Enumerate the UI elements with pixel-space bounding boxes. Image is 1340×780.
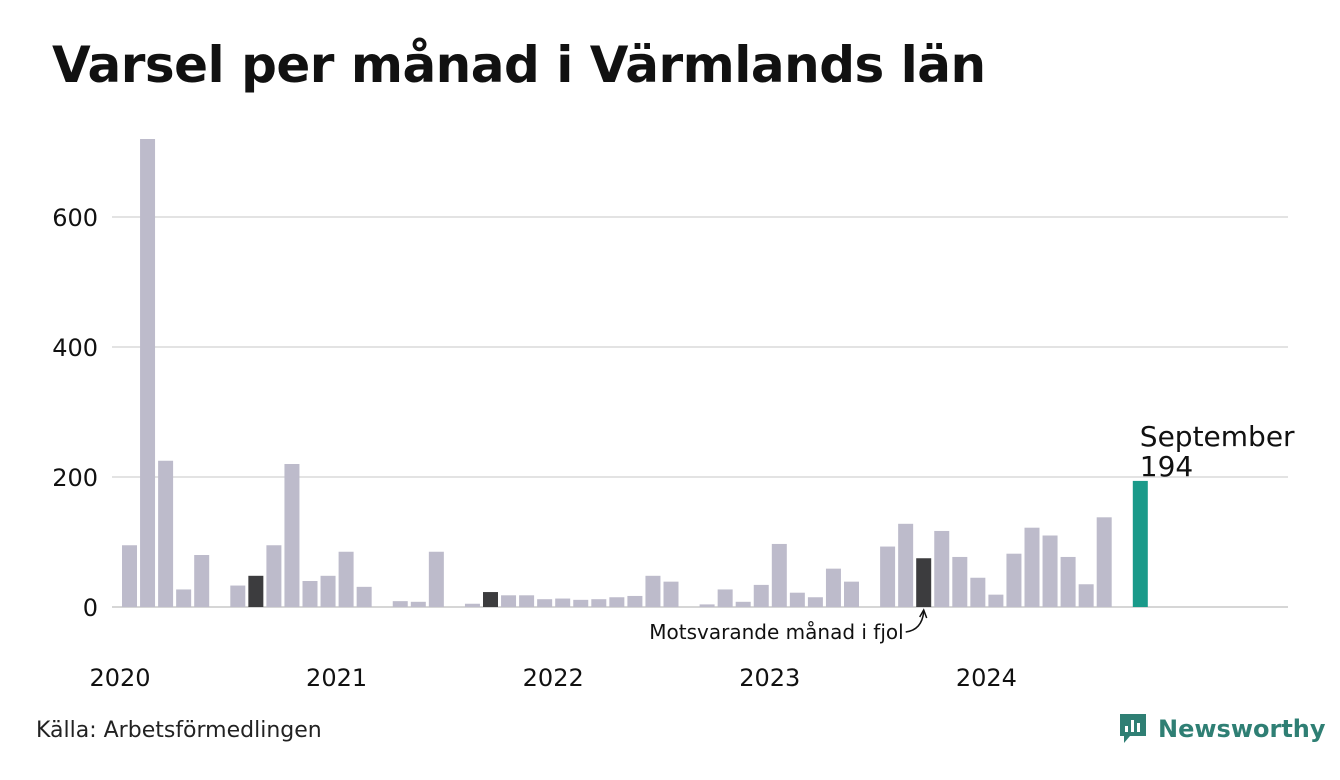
bar <box>898 523 914 607</box>
bar <box>320 575 336 607</box>
bar-highlight <box>483 592 498 607</box>
bar <box>753 584 769 607</box>
bar <box>338 551 354 607</box>
y-axis-labels: 0 200 400 600 <box>52 204 98 622</box>
bar <box>1078 584 1094 607</box>
bar-highlight <box>916 558 932 607</box>
y-tick-label: 400 <box>52 334 98 362</box>
bar <box>573 599 589 607</box>
bar <box>230 585 246 607</box>
bar <box>699 604 715 607</box>
bar <box>266 545 282 607</box>
bar <box>591 599 607 607</box>
bar <box>555 598 571 607</box>
chart-title: Varsel per månad i Värmlands län <box>52 36 986 94</box>
bar <box>1096 517 1112 607</box>
bar <box>140 139 156 607</box>
bar <box>771 543 787 607</box>
bar <box>501 595 517 607</box>
bar <box>1060 556 1076 607</box>
bars <box>122 139 1148 607</box>
bar <box>807 597 823 607</box>
current-month-label: September <box>1140 420 1295 453</box>
bar <box>1024 527 1040 607</box>
bar <box>519 595 535 607</box>
y-tick-label: 200 <box>52 464 98 492</box>
bar <box>158 460 174 607</box>
x-tick-label: 2020 <box>89 664 150 692</box>
brand-name: Newsworthy <box>1158 715 1326 743</box>
y-tick-label: 600 <box>52 204 98 232</box>
bar <box>428 551 444 607</box>
bar <box>645 575 661 607</box>
annotation-arrowhead <box>919 608 928 619</box>
bar <box>392 601 408 607</box>
x-tick-label: 2021 <box>306 664 367 692</box>
bar <box>970 577 986 607</box>
bar <box>880 546 896 607</box>
bar <box>952 556 968 607</box>
bar <box>717 589 733 607</box>
x-axis-labels: 2020 2021 2022 2023 2024 <box>89 664 1016 692</box>
bar-highlight <box>248 575 264 607</box>
bar <box>122 545 137 607</box>
bar <box>410 601 426 607</box>
newsworthy-logo-icon <box>1120 714 1146 743</box>
bar <box>464 603 480 607</box>
bar <box>627 595 643 607</box>
bar <box>825 568 841 607</box>
bar <box>176 589 192 607</box>
x-tick-label: 2023 <box>739 664 800 692</box>
y-tick-label: 0 <box>83 594 98 622</box>
bar <box>284 464 300 607</box>
bar <box>1006 553 1022 607</box>
bar <box>844 581 859 607</box>
bar <box>934 530 950 607</box>
bar <box>356 586 372 607</box>
x-tick-label: 2022 <box>523 664 584 692</box>
bar <box>1042 535 1058 607</box>
bar-chart: 0 200 400 600 2020 2021 2022 2023 2024 Septembe… <box>52 139 1295 692</box>
current-value-label: 194 <box>1140 450 1193 483</box>
brand-logo: Newsworthy <box>1118 712 1326 746</box>
bar <box>663 581 679 607</box>
x-tick-label: 2024 <box>956 664 1017 692</box>
bar <box>988 594 1004 607</box>
bar <box>194 555 210 607</box>
bar-current <box>1132 480 1148 607</box>
bar <box>735 601 751 607</box>
bar <box>302 581 318 607</box>
bar <box>789 592 805 607</box>
bar <box>609 597 625 607</box>
bar <box>537 599 553 607</box>
prev-year-annotation: Motsvarande månad i fjol <box>649 620 903 644</box>
source-note: Källa: Arbetsförmedlingen <box>36 718 322 743</box>
annotation-arrow <box>905 611 925 633</box>
